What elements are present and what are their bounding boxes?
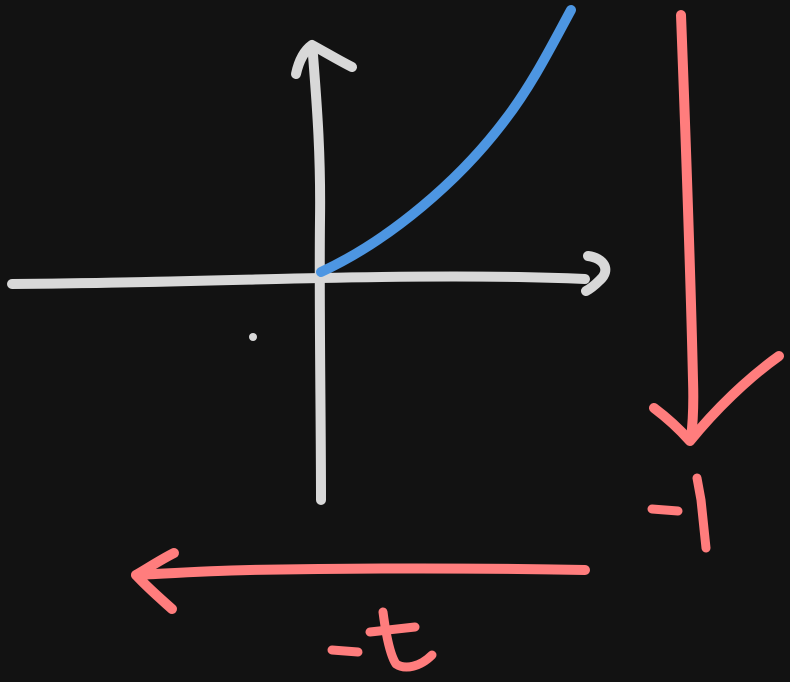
label-minus-one-dash bbox=[647, 504, 683, 516]
label-minus-t-crossbar bbox=[365, 622, 420, 637]
growth-curve bbox=[316, 5, 576, 277]
x-axis-line bbox=[7, 271, 590, 289]
horizontal-arrow-shaft bbox=[131, 563, 590, 580]
annotations: -1 -t bbox=[131, 10, 784, 672]
y-axis-line bbox=[308, 50, 326, 505]
stray-dot bbox=[249, 333, 257, 341]
vertical-arrow-shaft bbox=[676, 10, 699, 443]
x-axis-arrowhead bbox=[581, 251, 611, 296]
label-minus-t-text: -t bbox=[380, 642, 386, 653]
horizontal-arrowhead bbox=[131, 548, 179, 614]
label-minus-one-digit bbox=[692, 473, 711, 553]
label-minus-t-stem bbox=[378, 607, 437, 672]
label-minus-one: -1 bbox=[647, 473, 711, 553]
label-minus-t-dash bbox=[327, 645, 363, 657]
vertical-arrowhead bbox=[649, 351, 784, 446]
axes bbox=[7, 40, 611, 505]
label-minus-one-text: -1 bbox=[680, 512, 689, 523]
y-axis-arrowhead bbox=[291, 40, 357, 79]
label-minus-t: -t bbox=[327, 607, 437, 672]
